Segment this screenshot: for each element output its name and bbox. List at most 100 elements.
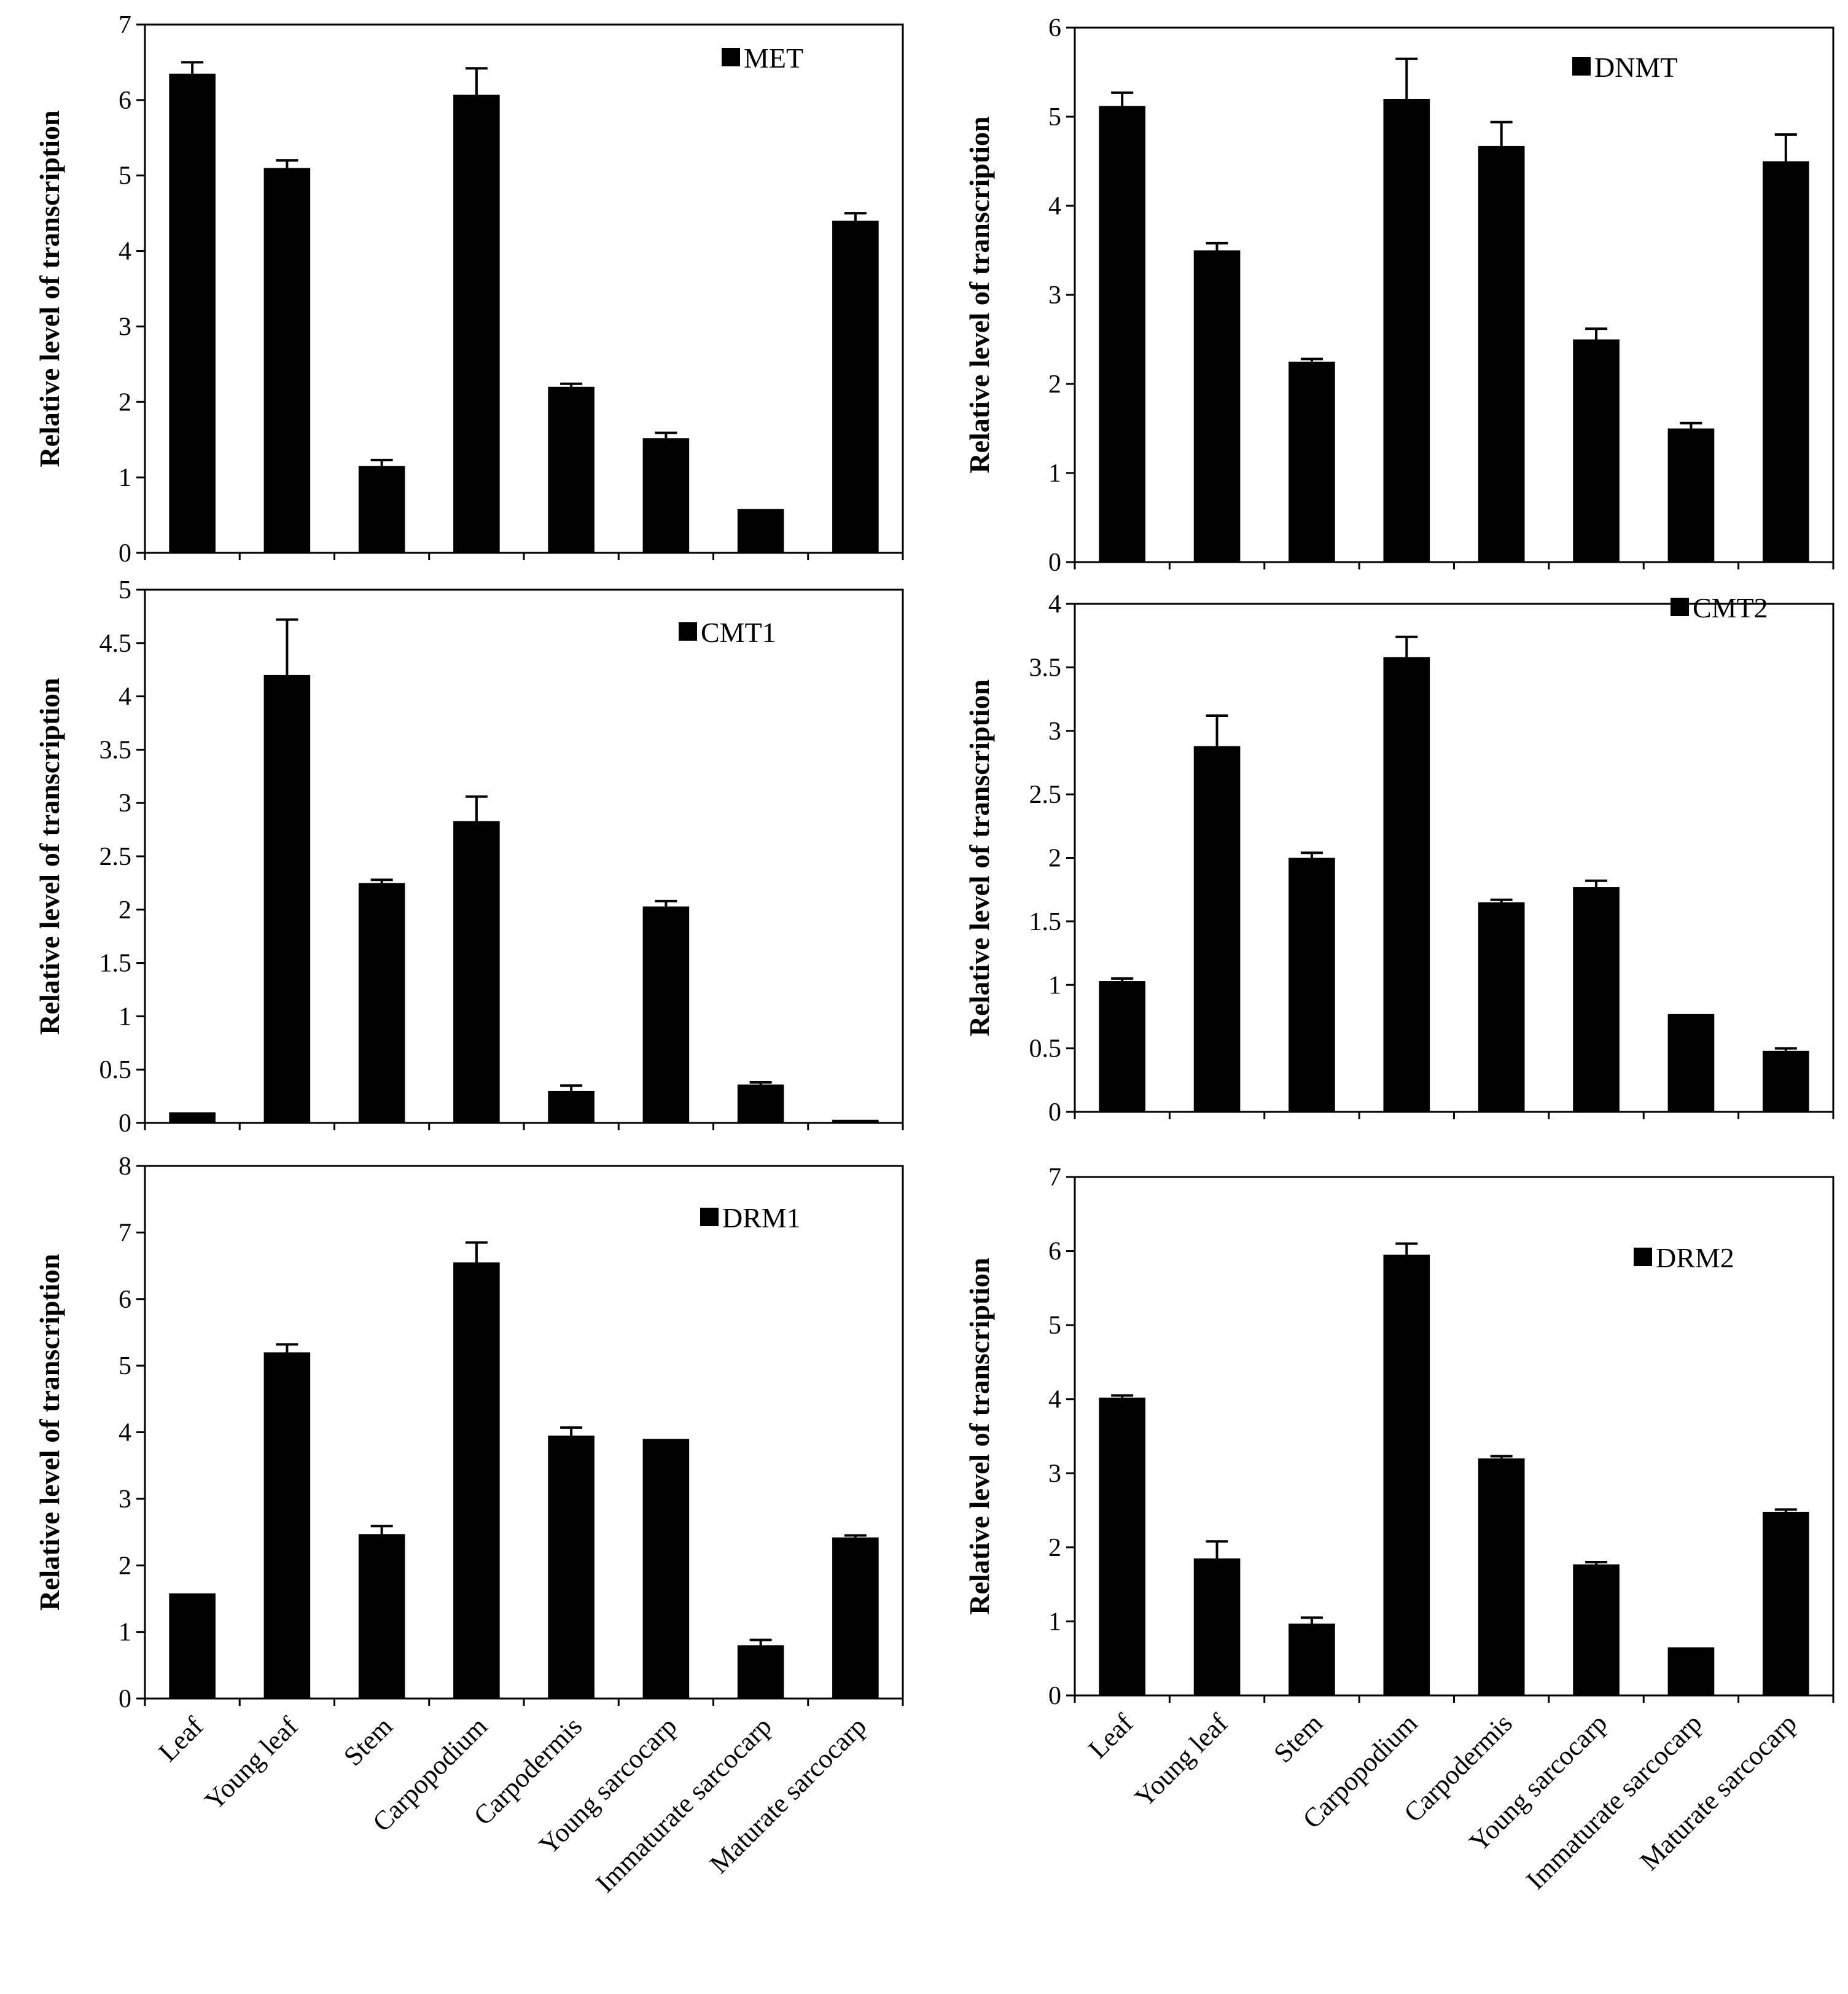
bar-maturate-sarcocarp xyxy=(832,221,879,553)
y-tick-label: 1 xyxy=(119,1003,131,1031)
bar-leaf xyxy=(169,1593,216,1699)
y-tick-label: 3.5 xyxy=(1029,654,1062,682)
bar-carpodermis xyxy=(548,386,595,553)
bar-young-sarcocarp xyxy=(1573,1564,1620,1695)
bar-carpopodium xyxy=(1383,99,1430,562)
bar-carpopodium xyxy=(453,1262,500,1699)
y-tick-label: 1.5 xyxy=(99,950,132,978)
bar-young-leaf xyxy=(263,1352,311,1699)
chart-panel-dnmt: 0 1 2 3 4 5 6 Relative level of transcription DN… xyxy=(964,14,1834,577)
y-tick-label: 7 xyxy=(119,1219,131,1247)
x-category-label: Stem xyxy=(1268,1708,1328,1769)
bar-leaf xyxy=(169,1112,216,1123)
bar-immaturate-sarcocarp xyxy=(737,1645,784,1699)
legend-label: DNMT xyxy=(1594,52,1677,83)
plot-frame xyxy=(144,23,904,554)
plot-frame xyxy=(144,588,904,1124)
y-axis-label: Relative level of transcription xyxy=(964,1257,995,1614)
y-tick-label: 5 xyxy=(1048,1312,1061,1340)
y-tick-label: 0 xyxy=(1048,1682,1061,1710)
bar-maturate-sarcocarp xyxy=(832,1119,879,1123)
x-category-label: Maturate sarcocarp xyxy=(704,1711,872,1879)
y-tick-label: 1.5 xyxy=(1029,908,1062,936)
bar-young-leaf xyxy=(263,168,311,553)
y-tick-label: 2 xyxy=(119,388,131,416)
legend-swatch xyxy=(1671,598,1689,616)
y-tick-label: 0 xyxy=(119,1685,131,1713)
bar-carpopodium xyxy=(1383,657,1430,1112)
y-tick-label: 3 xyxy=(1048,281,1061,310)
y-tick-label: 3 xyxy=(119,789,131,818)
y-tick-label: 5 xyxy=(119,576,131,604)
bar-leaf xyxy=(1099,981,1146,1112)
bar-young-sarcocarp xyxy=(642,1439,690,1699)
bar-stem xyxy=(1289,1624,1335,1695)
x-category-label: Leaf xyxy=(153,1711,209,1767)
x-category-label: Maturate sarcocarp xyxy=(1634,1708,1803,1876)
y-tick-label: 4 xyxy=(119,238,131,266)
y-tick-label: 8 xyxy=(119,1152,131,1181)
bar-carpopodium xyxy=(1383,1254,1430,1695)
y-tick-label: 4 xyxy=(1048,1386,1061,1414)
legend-swatch xyxy=(1572,57,1591,76)
y-tick-label: 1 xyxy=(1048,971,1061,999)
legend-swatch xyxy=(722,48,740,66)
legend-label: CMT2 xyxy=(1693,592,1768,624)
x-category-label: Immaturate sarcocarp xyxy=(590,1711,778,1898)
plot-frame xyxy=(1074,603,1834,1113)
y-tick-label: 0.5 xyxy=(99,1056,132,1084)
y-tick-label: 2 xyxy=(1048,370,1061,399)
bar-young-sarcocarp xyxy=(642,906,690,1123)
y-tick-label: 4 xyxy=(119,683,131,711)
y-tick-label: 1 xyxy=(119,1619,131,1647)
y-tick-label: 2 xyxy=(119,896,131,925)
bar-young-leaf xyxy=(263,674,311,1123)
bar-stem xyxy=(358,1534,405,1699)
bar-leaf xyxy=(1099,106,1146,563)
plot-frame xyxy=(1074,26,1834,563)
legend-swatch xyxy=(679,622,697,641)
y-axis-label: Relative level of transcription xyxy=(34,110,65,467)
bar-stem xyxy=(1289,361,1335,562)
bar-stem xyxy=(358,466,405,553)
legend-swatch xyxy=(1634,1248,1652,1266)
y-tick-label: 3.5 xyxy=(99,736,132,764)
bar-leaf xyxy=(1099,1398,1146,1695)
bar-immaturate-sarcocarp xyxy=(737,509,784,553)
bar-young-leaf xyxy=(1193,1558,1241,1695)
y-tick-label: 5 xyxy=(119,1352,131,1380)
y-tick-label: 1 xyxy=(119,464,131,492)
y-tick-label: 2 xyxy=(119,1552,131,1580)
y-tick-label: 4.5 xyxy=(99,630,132,658)
y-tick-label: 3 xyxy=(1048,1460,1061,1488)
y-tick-label: 7 xyxy=(119,11,131,39)
y-tick-label: 6 xyxy=(119,1286,131,1314)
bar-carpopodium xyxy=(453,821,500,1123)
bar-carpodermis xyxy=(548,1435,595,1699)
y-tick-label: 2.5 xyxy=(99,843,132,871)
y-tick-label: 2 xyxy=(1048,845,1061,873)
y-tick-label: 4 xyxy=(119,1419,131,1447)
y-tick-label: 3 xyxy=(119,313,131,341)
bar-immaturate-sarcocarp xyxy=(737,1084,784,1123)
y-tick-label: 4 xyxy=(1048,192,1061,221)
legend-label: DRM1 xyxy=(722,1202,801,1234)
y-tick-label: 4 xyxy=(1048,590,1061,619)
bar-maturate-sarcocarp xyxy=(1762,1050,1809,1112)
bar-immaturate-sarcocarp xyxy=(1667,428,1715,562)
legend-label: DRM2 xyxy=(1656,1242,1734,1273)
bar-carpodermis xyxy=(548,1090,595,1123)
bar-carpodermis xyxy=(1478,902,1525,1112)
bar-immaturate-sarcocarp xyxy=(1667,1014,1715,1112)
bar-young-sarcocarp xyxy=(1573,339,1620,562)
y-tick-label: 3 xyxy=(119,1485,131,1514)
x-category-label: Young leaf xyxy=(1129,1708,1234,1813)
chart-panel-cmt2: 0 0.5 1 1.5 2 2.5 3 3.5 4 Relative level of trans… xyxy=(964,590,1834,1127)
y-tick-label: 2.5 xyxy=(1029,781,1062,809)
y-tick-label: 3 xyxy=(1048,717,1061,746)
plot-frame xyxy=(144,1165,904,1700)
bar-stem xyxy=(1289,858,1335,1112)
chart-panel-met: 0 1 2 3 4 5 6 7 Relative level of transcription M… xyxy=(34,11,904,568)
y-tick-label: 5 xyxy=(119,162,131,190)
